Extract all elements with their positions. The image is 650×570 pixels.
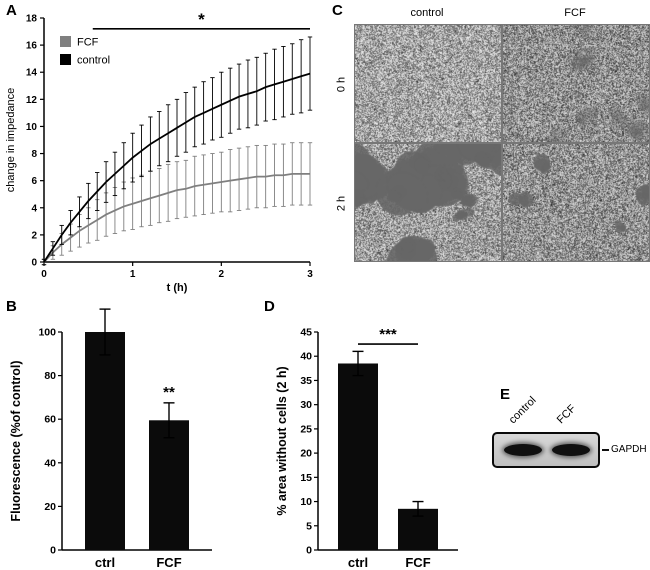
svg-text:4: 4 — [31, 203, 37, 214]
svg-text:15: 15 — [300, 472, 312, 484]
svg-text:0: 0 — [31, 258, 37, 269]
svg-text:60: 60 — [44, 414, 56, 426]
svg-text:ctrl: ctrl — [95, 555, 115, 570]
svg-text:12: 12 — [26, 95, 38, 106]
blot-band-fcf — [552, 444, 590, 456]
svg-text:35: 35 — [300, 375, 312, 387]
panel-b-label: B — [6, 298, 17, 315]
svg-text:18: 18 — [26, 14, 38, 25]
svg-text:14: 14 — [26, 68, 38, 79]
blot-lane-label-fcf: FCF — [554, 402, 579, 427]
micrograph-col-label-control: control — [410, 7, 444, 19]
panel-d-label: D — [264, 298, 275, 315]
svg-text:20: 20 — [44, 501, 56, 513]
svg-text:80: 80 — [44, 370, 56, 382]
svg-text:FCF: FCF — [156, 555, 181, 570]
svg-text:40: 40 — [44, 457, 56, 469]
svg-text:change in impedance: change in impedance — [5, 88, 17, 193]
svg-text:100: 100 — [38, 327, 56, 339]
svg-text:***: *** — [379, 326, 397, 343]
blot-box — [492, 432, 600, 468]
svg-text:40: 40 — [300, 351, 312, 363]
micrograph-row-label-2h: 2 h — [335, 195, 348, 212]
svg-text:3: 3 — [307, 269, 313, 280]
panel-e-label: E — [500, 386, 511, 403]
svg-text:6: 6 — [31, 176, 37, 187]
svg-text:1: 1 — [130, 269, 136, 280]
micrograph-grid-panel: control FCF 0 h 2 h — [330, 2, 650, 264]
svg-text:*: * — [198, 10, 205, 29]
panel-a-label: A — [6, 2, 17, 19]
svg-text:16: 16 — [26, 41, 38, 52]
svg-text:0: 0 — [306, 545, 312, 557]
blot-band-control — [504, 444, 542, 456]
svg-text:2: 2 — [219, 269, 225, 280]
svg-text:8: 8 — [31, 149, 37, 160]
svg-text:ctrl: ctrl — [348, 555, 368, 570]
panel-c-label: C — [332, 2, 343, 19]
svg-text:0: 0 — [41, 269, 47, 280]
micrograph-0h-control — [354, 24, 502, 143]
gapdh-tick-line — [602, 449, 609, 451]
micrograph-2h-fcf — [502, 143, 650, 262]
svg-text:10: 10 — [26, 122, 38, 133]
svg-text:FCF: FCF — [77, 37, 99, 49]
svg-text:20: 20 — [300, 448, 312, 460]
svg-text:10: 10 — [300, 496, 312, 508]
svg-text:FCF: FCF — [405, 555, 430, 570]
svg-text:45: 45 — [300, 327, 312, 339]
blot-lane-label-control: control — [506, 394, 539, 427]
svg-text:0: 0 — [50, 545, 56, 557]
fluorescence-bar-chart: 0 20 40 60 80 100 ctrl FCF Fluorescence (%of con… — [9, 308, 212, 570]
micrograph-2h-control — [354, 143, 502, 262]
svg-text:t (h): t (h) — [167, 282, 188, 294]
svg-text:control: control — [77, 55, 110, 67]
micrograph-col-label-fcf: FCF — [564, 7, 586, 19]
micrograph-row-label-0h: 0 h — [335, 76, 348, 93]
svg-text:25: 25 — [300, 423, 312, 435]
svg-text:5: 5 — [306, 520, 312, 532]
svg-text:2: 2 — [31, 230, 37, 241]
gapdh-label: GAPDH — [611, 444, 647, 455]
svg-text:% area without cells (2 h): % area without cells (2 h) — [275, 366, 289, 515]
svg-text:30: 30 — [300, 399, 312, 411]
micrograph-0h-fcf — [502, 24, 650, 143]
svg-text:**: ** — [163, 384, 175, 401]
area-without-cells-bar-chart: 0 5 10 15 20 25 30 35 40 45 ctrl FCF % area without … — [275, 326, 458, 570]
western-blot-panel: E control FCF GAPDH — [484, 380, 650, 500]
svg-text:Fluorescence (%of control): Fluorescence (%of control) — [9, 360, 23, 521]
